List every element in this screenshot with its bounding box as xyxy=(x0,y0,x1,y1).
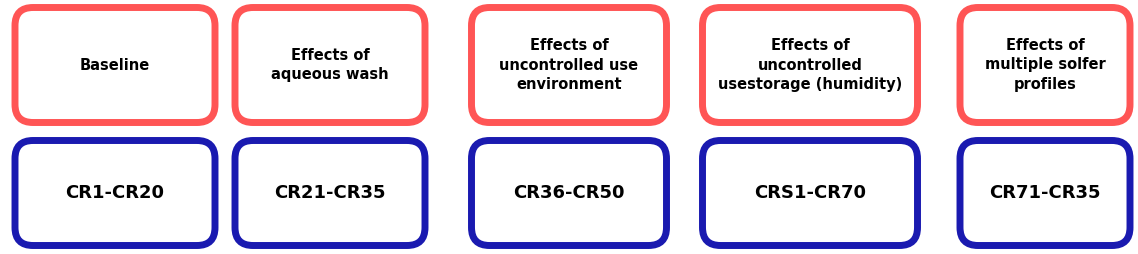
Text: Baseline: Baseline xyxy=(80,57,150,72)
FancyBboxPatch shape xyxy=(236,140,424,246)
FancyBboxPatch shape xyxy=(15,8,215,122)
Text: Effects of
aqueous wash: Effects of aqueous wash xyxy=(271,47,389,82)
Text: Effects of
uncontrolled
usestorage (humidity): Effects of uncontrolled usestorage (humi… xyxy=(718,38,902,92)
FancyBboxPatch shape xyxy=(471,8,667,122)
FancyBboxPatch shape xyxy=(702,8,917,122)
Text: CR1-CR20: CR1-CR20 xyxy=(66,184,165,202)
FancyBboxPatch shape xyxy=(471,140,667,246)
Text: CRS1-CR70: CRS1-CR70 xyxy=(754,184,866,202)
FancyBboxPatch shape xyxy=(960,140,1130,246)
Text: CR71-CR35: CR71-CR35 xyxy=(989,184,1100,202)
Text: CR21-CR35: CR21-CR35 xyxy=(274,184,386,202)
Text: Effects of
multiple solfer
profiles: Effects of multiple solfer profiles xyxy=(984,38,1105,92)
FancyBboxPatch shape xyxy=(236,8,424,122)
Text: Effects of
uncontrolled use
environment: Effects of uncontrolled use environment xyxy=(500,38,638,92)
FancyBboxPatch shape xyxy=(15,140,215,246)
Text: CR36-CR50: CR36-CR50 xyxy=(513,184,625,202)
FancyBboxPatch shape xyxy=(702,140,917,246)
FancyBboxPatch shape xyxy=(960,8,1130,122)
